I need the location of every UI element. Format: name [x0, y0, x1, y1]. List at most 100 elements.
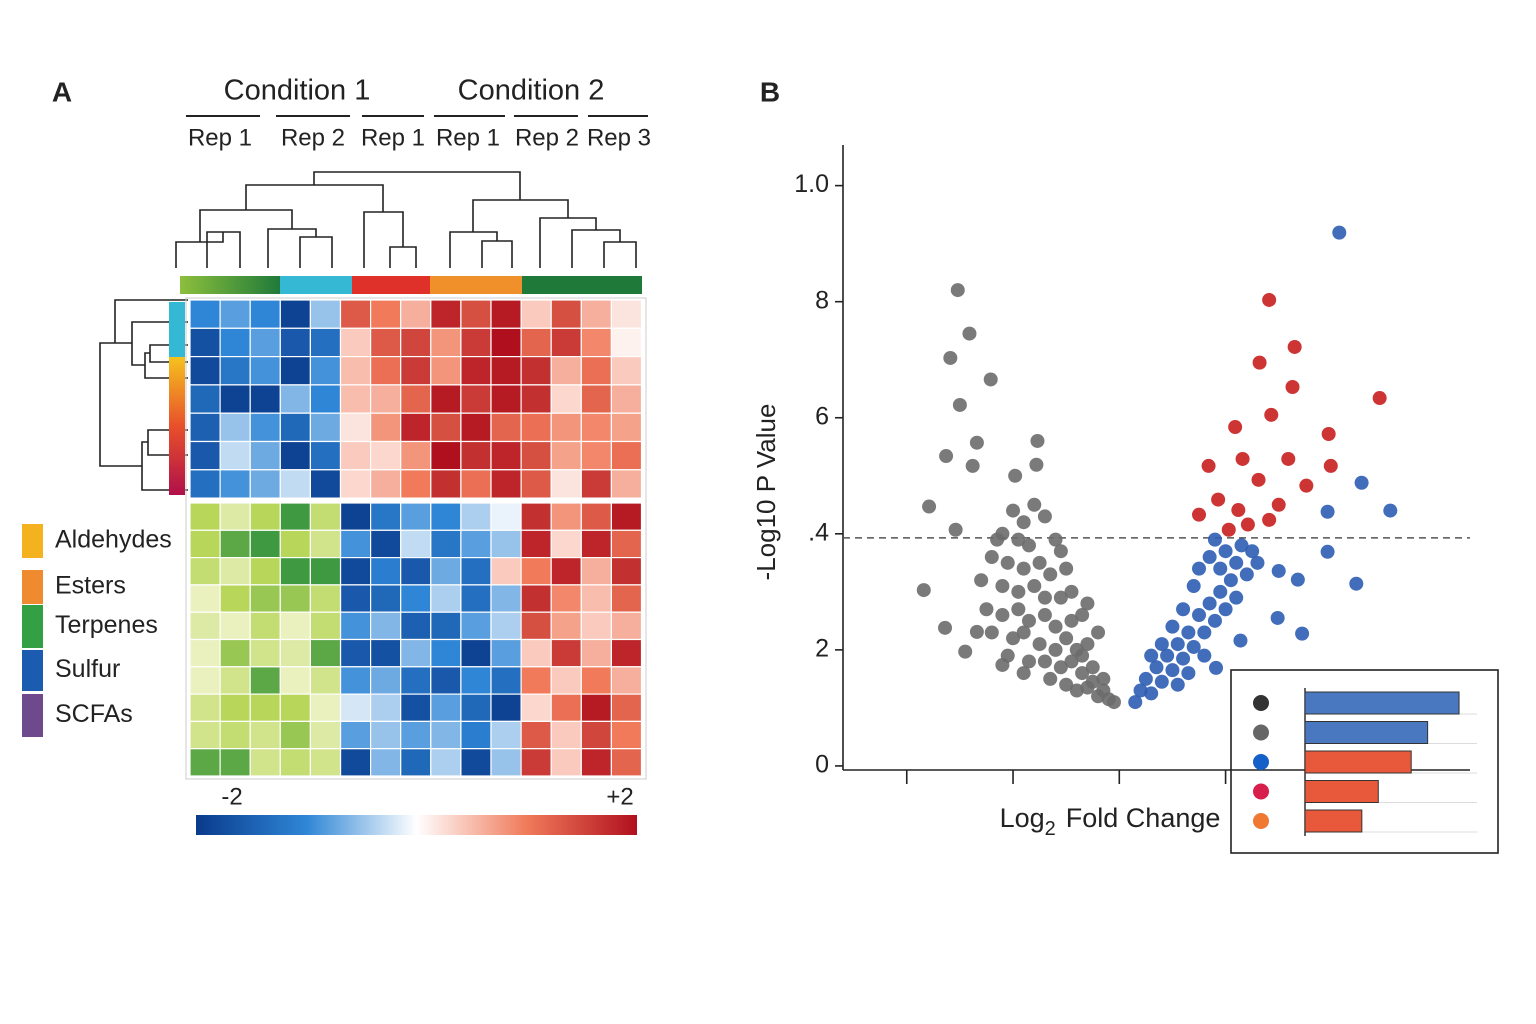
point: [1069, 683, 1084, 698]
colorbar: [196, 815, 637, 835]
heatmap-cell: [219, 384, 251, 414]
point: [1186, 579, 1201, 594]
point: [1037, 590, 1052, 605]
point: [950, 283, 965, 298]
condition-label: Condition 2: [458, 75, 605, 107]
point: [958, 644, 973, 659]
point: [1080, 596, 1095, 611]
heatmap-cell: [580, 693, 612, 722]
point: [1037, 509, 1052, 524]
heatmap-cell: [610, 529, 643, 559]
heatmap-cell: [610, 299, 643, 329]
heatmap-cell: [279, 693, 311, 722]
point: [916, 583, 931, 598]
heatmap-cell: [370, 584, 402, 613]
y-axis-label: -Log10 P Value: [751, 404, 781, 581]
heatmap-cell: [550, 327, 582, 358]
heatmap-cell: [339, 666, 372, 695]
heatmap-cell: [370, 502, 402, 531]
heatmap-cell: [189, 469, 221, 499]
point: [965, 458, 980, 473]
point: [1209, 660, 1224, 675]
point: [1016, 666, 1031, 681]
heatmap-cell: [400, 469, 432, 499]
legend-label: SCFAs: [55, 700, 133, 728]
legend-label: Terpenes: [55, 611, 158, 639]
heatmap-cell: [460, 611, 492, 641]
point: [952, 397, 967, 412]
heatmap-cell: [580, 720, 612, 750]
point: [995, 579, 1010, 594]
heatmap-cell: [400, 611, 432, 641]
heatmap-cell: [370, 412, 402, 443]
column-dendrogram: [175, 171, 637, 268]
heatmap-cell: [279, 299, 311, 329]
heatmap-cell: [520, 356, 552, 386]
heatmap-cell: [520, 720, 552, 750]
point: [1354, 475, 1369, 490]
heatmap-cell: [580, 666, 612, 695]
point: [1250, 555, 1265, 570]
point: [974, 573, 989, 588]
bar: [1304, 809, 1363, 833]
rep-label: Rep 2: [281, 124, 345, 151]
heatmap-cell: [580, 327, 612, 358]
point: [1211, 492, 1226, 507]
heatmap-cell: [550, 666, 582, 695]
point: [1030, 433, 1045, 448]
point: [1202, 596, 1217, 611]
heatmap-cell: [520, 327, 552, 358]
point: [1262, 292, 1277, 307]
heatmap-cell: [430, 327, 462, 358]
point: [1218, 544, 1233, 559]
heatmap-cell: [249, 638, 281, 668]
heatmap-cell: [520, 502, 552, 531]
rep-label: Rep 1: [188, 124, 252, 151]
heatmap-cell: [490, 720, 522, 750]
heatmap-cell: [400, 327, 432, 358]
heatmap-cell: [520, 412, 552, 443]
heatmap-cell: [490, 356, 522, 386]
point: [1021, 654, 1036, 669]
x-label-part: Log: [1000, 803, 1045, 833]
point: [1011, 584, 1026, 599]
heatmap-cell: [550, 412, 582, 443]
heatmap-cell: [490, 748, 522, 777]
heatmap-cell: [279, 327, 311, 358]
point: [1080, 637, 1095, 652]
point: [1075, 666, 1090, 681]
point: [1197, 625, 1212, 640]
heatmap-cell: [339, 502, 372, 531]
heatmap-cell: [490, 638, 522, 668]
point: [939, 449, 954, 464]
heatmap-cell: [430, 720, 462, 750]
heatmap-cell: [580, 638, 612, 668]
heatmap-cell: [189, 748, 221, 777]
point: [1011, 602, 1026, 617]
heatmap-cell: [189, 529, 221, 559]
point: [1235, 451, 1250, 466]
heatmap-cell: [189, 384, 221, 414]
point: [1085, 660, 1100, 675]
heatmap-cell: [309, 356, 342, 386]
panel-label: A: [52, 76, 72, 107]
heatmap-cell: [610, 469, 643, 499]
heatmap-cell: [400, 638, 432, 668]
y-tick-label: 8: [815, 286, 829, 314]
point: [1075, 608, 1090, 623]
point: [1245, 544, 1260, 559]
column-color-bar: [180, 276, 642, 294]
legend-swatch: [22, 570, 43, 604]
point: [962, 326, 977, 341]
heatmap-cell: [520, 666, 552, 695]
heatmap-cell: [309, 469, 342, 499]
heatmap-cell: [309, 384, 342, 414]
heatmap-cell: [490, 556, 522, 586]
heatmap-cell: [339, 299, 372, 329]
point: [984, 550, 999, 565]
point: [1032, 555, 1047, 570]
heatmap-cell: [460, 440, 492, 471]
heatmap-cell: [309, 299, 342, 329]
point: [1064, 613, 1079, 628]
heatmap-cell: [219, 748, 251, 777]
